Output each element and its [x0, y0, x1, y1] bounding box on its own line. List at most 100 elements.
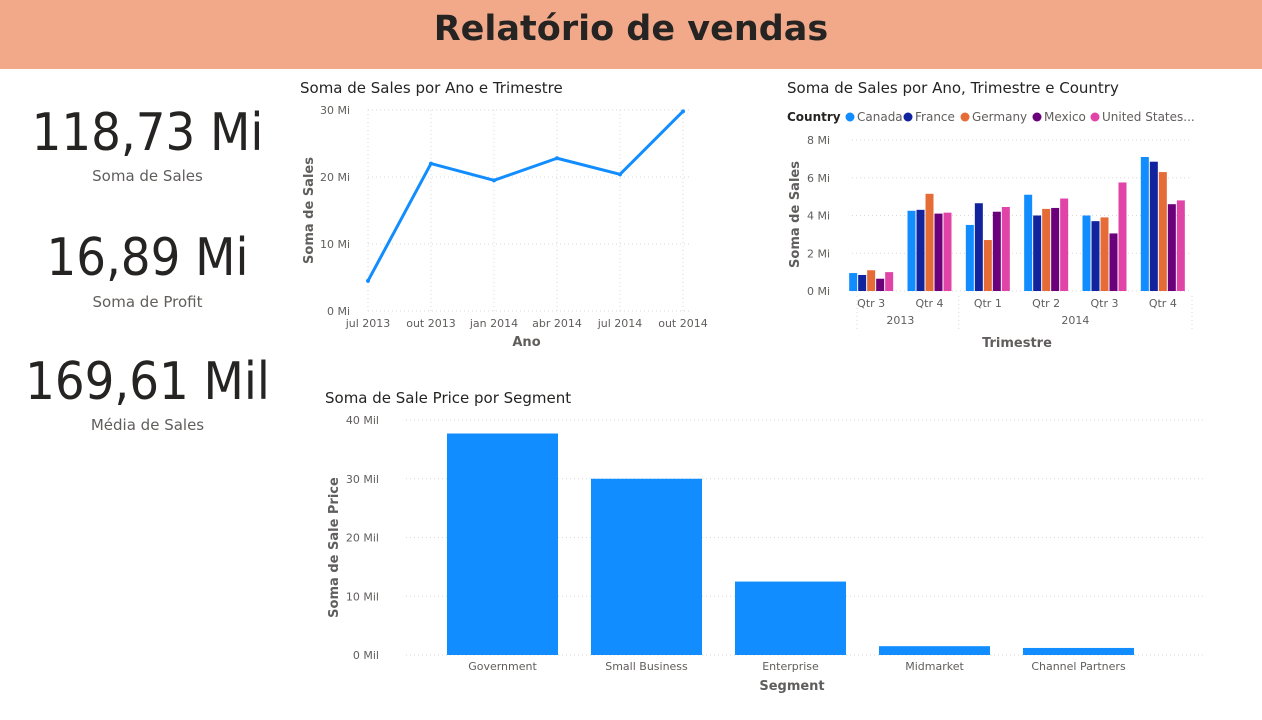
bar-united-states[interactable] — [1118, 182, 1127, 291]
legend-item[interactable]: Canada — [845, 110, 903, 124]
legend-item[interactable]: Mexico — [1032, 110, 1086, 124]
bar-mexico[interactable] — [876, 278, 885, 291]
report-header: Relatório de vendas — [0, 0, 1262, 69]
bar-canada[interactable] — [907, 210, 916, 291]
y-tick-label: 20 Mi — [320, 171, 350, 184]
legend-marker — [845, 112, 855, 122]
y-tick-label: 0 Mil — [353, 649, 379, 662]
x-tick-label: jul 2013 — [345, 317, 391, 330]
y-tick-label: 6 Mi — [807, 172, 830, 185]
x-tick-label: jan 2014 — [469, 317, 518, 330]
bar-united-states[interactable] — [1176, 200, 1185, 291]
bar-united-states[interactable] — [1060, 198, 1069, 291]
y-axis-title: Soma de Sales — [788, 161, 803, 268]
legend-label: Canada — [857, 110, 903, 124]
bar-france[interactable] — [858, 274, 867, 291]
x-tick-label: Qtr 4 — [916, 297, 944, 310]
bar-united-states[interactable] — [885, 272, 894, 291]
legend-item[interactable]: United States... — [1090, 110, 1195, 124]
bar-france[interactable] — [1033, 215, 1042, 292]
y-tick-label: 30 Mil — [346, 473, 379, 486]
kpi-value-average-sales: 169,61 Mil — [25, 352, 270, 412]
x-axis-title: Ano — [512, 335, 540, 350]
bar-mexico[interactable] — [992, 211, 1001, 291]
x-tick-label: Qtr 4 — [1149, 297, 1177, 310]
x-tick-label: out 2013 — [406, 317, 456, 330]
x-tick-label: abr 2014 — [532, 317, 582, 330]
y-tick-label: 10 Mil — [346, 590, 379, 603]
bar-canada[interactable] — [849, 273, 858, 291]
kpi-value-total-sales: 118,73 Mi — [31, 103, 264, 163]
legend-label: France — [915, 110, 955, 124]
bar-germany[interactable] — [1042, 208, 1051, 291]
y-tick-label: 0 Mi — [807, 285, 830, 298]
bar-mexico[interactable] — [1051, 207, 1060, 291]
x-group-label: 2013 — [886, 314, 914, 327]
bar-small-business[interactable] — [591, 478, 702, 655]
bar-france[interactable] — [1149, 161, 1158, 291]
bar-enterprise[interactable] — [735, 581, 846, 655]
bar-germany[interactable] — [983, 240, 992, 291]
data-point[interactable] — [555, 156, 559, 161]
bar-france[interactable] — [916, 209, 925, 291]
kpi-label-total-profit: Soma de Profit — [92, 293, 203, 311]
legend[interactable]: Country Canada France Germany Mexico United S… — [787, 110, 1195, 124]
x-tick-label: Qtr 3 — [1091, 297, 1119, 310]
kpi-value-total-profit: 16,89 Mi — [46, 228, 249, 288]
legend-label: Mexico — [1044, 110, 1086, 124]
bar-united-states[interactable] — [943, 212, 952, 291]
bar-canada[interactable] — [1082, 215, 1091, 292]
bar-chart-sale-price-by-segment[interactable]: Soma de Sale Price por Segment 0 Mil 10 Mi… — [318, 385, 1203, 700]
legend-title: Country — [787, 110, 841, 124]
line-chart-sales-by-quarter[interactable]: Soma de Sales por Ano e Trimestre 0 Mi 10 … — [293, 75, 723, 355]
bar-united-states[interactable] — [1001, 207, 1010, 291]
chart-title: Soma de Sale Price por Segment — [325, 389, 571, 407]
bar-germany[interactable] — [925, 193, 934, 291]
data-point[interactable] — [618, 172, 622, 177]
bar-mexico[interactable] — [1109, 233, 1118, 291]
y-tick-label: 8 Mi — [807, 134, 830, 147]
y-tick-label: 10 Mi — [320, 238, 350, 251]
y-tick-label: 20 Mil — [346, 532, 379, 545]
chart-title: Soma de Sales por Ano, Trimestre e Count… — [787, 79, 1119, 97]
legend-marker — [1090, 112, 1100, 122]
bar-mexico[interactable] — [934, 213, 943, 291]
y-axis-title: Soma de Sales — [302, 157, 317, 264]
line-series-sales[interactable] — [366, 110, 685, 282]
x-tick-label: jul 2014 — [597, 317, 643, 330]
bar-germany[interactable] — [867, 270, 876, 291]
bar-germany[interactable] — [1100, 217, 1109, 291]
y-tick-label: 0 Mi — [327, 305, 350, 318]
legend-label: Germany — [972, 110, 1027, 124]
bar-government[interactable] — [447, 433, 558, 655]
x-axis-title: Segment — [759, 679, 824, 694]
data-point[interactable] — [429, 161, 433, 166]
bar-germany[interactable] — [1158, 172, 1167, 291]
legend-marker — [903, 112, 913, 122]
kpi-label-total-sales: Soma de Sales — [92, 167, 203, 185]
legend-item[interactable]: France — [903, 110, 955, 124]
clustered-bar-chart-sales-by-country[interactable]: Soma de Sales por Ano, Trimestre e Count… — [780, 75, 1200, 355]
x-tick-label: Government — [468, 660, 537, 673]
bar-france[interactable] — [1091, 221, 1100, 291]
bar-midmarket[interactable] — [879, 646, 990, 655]
x-group-label: 2014 — [1061, 314, 1089, 327]
legend-item[interactable]: Germany — [960, 110, 1028, 124]
bar-canada[interactable] — [1140, 156, 1149, 291]
data-point[interactable] — [492, 178, 496, 183]
kpi-label-average-sales: Média de Sales — [90, 416, 205, 434]
bar-france[interactable] — [974, 203, 983, 291]
legend-marker — [1032, 112, 1042, 122]
data-point[interactable] — [366, 278, 370, 283]
x-tick-label: Channel Partners — [1031, 660, 1126, 673]
bar-canada[interactable] — [1024, 194, 1033, 291]
y-tick-label: 2 Mi — [807, 247, 830, 260]
legend-label: United States... — [1102, 110, 1195, 124]
x-tick-label: Small Business — [605, 660, 688, 673]
x-axis-title: Trimestre — [982, 336, 1052, 351]
bar-mexico[interactable] — [1167, 204, 1176, 291]
data-point[interactable] — [681, 109, 685, 114]
bar-canada[interactable] — [965, 224, 974, 291]
bar-channel-partners[interactable] — [1023, 647, 1134, 655]
x-tick-label: out 2014 — [658, 317, 708, 330]
